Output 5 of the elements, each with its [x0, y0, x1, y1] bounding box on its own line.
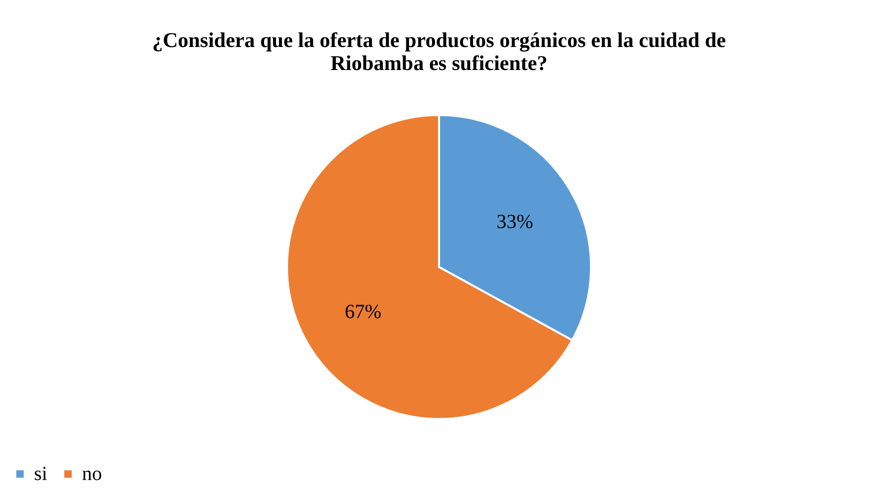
data-label: 33% — [496, 211, 534, 234]
legend-label: no — [82, 463, 102, 485]
chart-title: ¿Considera que la oferta de productos orgánicos en la cuidad de Riobamba es suficiente? — [152, 28, 726, 75]
data-label: 67% — [344, 300, 382, 323]
legend-label: si — [34, 463, 48, 485]
